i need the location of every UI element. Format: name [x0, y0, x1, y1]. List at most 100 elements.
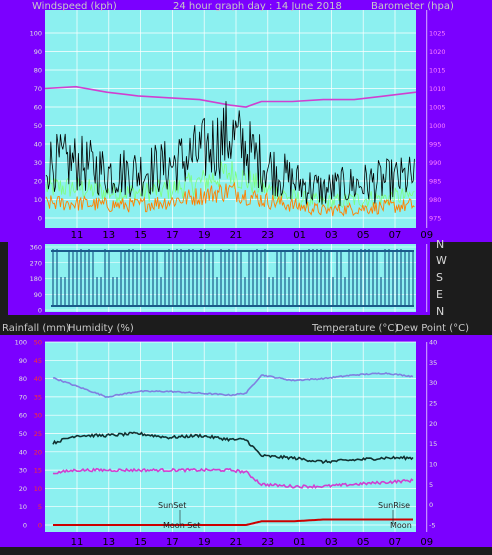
rainfall-y-tick-label: 20	[34, 448, 42, 456]
climate-x-tick-label: 13	[102, 537, 115, 548]
climate-x-tick-label: 21	[230, 537, 243, 548]
rainfall-axis-label: Rainfall (mm)	[2, 323, 70, 334]
humidity-y-tick-label: 90	[19, 357, 27, 365]
wind-x-tick-label: 05	[357, 230, 370, 241]
barometer-y-tick-label: 1005	[429, 104, 446, 112]
climate-x-tick-label: 15	[134, 537, 147, 548]
wind-y-tick-label: 90	[34, 48, 42, 56]
temperature-y-tick-label: 15	[429, 440, 437, 448]
temperature-y-tick-label: 30	[429, 379, 437, 387]
moonrise-label: Moon	[390, 521, 412, 530]
axis-ticks: 1111131315151717191921212323010103030505…	[15, 30, 446, 549]
temperature-axis-label: Temperature (°C)	[311, 323, 398, 334]
temperature-y-tick-label: 5	[429, 481, 433, 489]
sunset-label: SunSet	[158, 501, 186, 510]
compass-label: N	[436, 238, 444, 251]
climate-x-tick-label: 05	[357, 537, 370, 548]
humidity-y-tick-label: 20	[19, 485, 27, 493]
wind-x-tick-label: 15	[134, 230, 147, 241]
wind-x-tick-label: 07	[389, 230, 402, 241]
temperature-y-tick-label: -5	[429, 522, 435, 530]
wind-y-tick-label: 10	[34, 196, 42, 204]
wind-x-tick-label: 17	[166, 230, 179, 241]
rainfall-y-tick-label: 30	[34, 412, 42, 420]
climate-x-tick-label: 23	[261, 537, 274, 548]
barometer-y-tick-label: 1015	[429, 67, 446, 75]
wind-series	[44, 85, 417, 217]
wind-y-tick-label: 80	[34, 67, 42, 75]
temperature-y-tick-label: 35	[429, 359, 437, 367]
rainfall-y-tick-label: 40	[34, 375, 42, 383]
wind-y-tick-label: 50	[34, 122, 42, 130]
barometer-y-tick-label: 1020	[429, 48, 446, 56]
humidity-y-tick-label: 10	[19, 503, 27, 511]
compass-label: W	[436, 254, 447, 267]
barometer-y-tick-label: 990	[429, 159, 441, 167]
humidity-axis-label: Humidity (%)	[68, 323, 134, 334]
rainfall-y-tick-label: 5	[38, 503, 42, 511]
climate-x-tick-label: 11	[71, 537, 84, 548]
wind-y-tick-label: 40	[34, 141, 42, 149]
direction-y-tick-label: 360	[30, 244, 42, 252]
humidity-y-tick-label: 40	[19, 448, 27, 456]
direction-y-tick-label: 180	[30, 275, 42, 283]
rainfall-y-tick-label: 45	[34, 357, 42, 365]
humidity-y-tick-label: 100	[15, 339, 27, 347]
rainfall-y-tick-label: 0	[38, 522, 42, 530]
compass-label: N	[436, 305, 444, 318]
barometer-y-tick-label: 980	[429, 196, 441, 204]
wind-y-tick-label: 70	[34, 85, 42, 93]
wind-x-tick-label: 21	[230, 230, 243, 241]
barometer-y-tick-label: 975	[429, 215, 441, 223]
wind-axis-label: Windspeed (kph)	[32, 1, 117, 12]
graph-title: 24 hour graph day : 14 June 2018	[173, 1, 342, 12]
moonset-label: Moon Set	[163, 521, 200, 530]
wind-x-tick-label: 01	[293, 230, 306, 241]
direction-y-tick-label: 0	[38, 307, 42, 315]
compass-label: E	[436, 288, 443, 301]
humidity-y-tick-label: 0	[23, 522, 27, 530]
wind-y-tick-label: 100	[30, 30, 42, 38]
temperature-y-tick-label: 20	[429, 420, 437, 428]
humidity-line	[52, 371, 414, 398]
wind-average-line	[45, 181, 415, 217]
wind-panel	[45, 10, 416, 228]
rainfall-y-tick-label: 35	[34, 393, 42, 401]
direction-y-tick-label: 90	[34, 291, 42, 299]
compass-label: S	[436, 271, 443, 284]
wind-grid	[45, 10, 428, 228]
barometer-y-tick-label: 995	[429, 141, 441, 149]
humidity-y-tick-label: 60	[19, 412, 27, 420]
dewpoint-line	[52, 467, 414, 489]
rainfall-y-tick-label: 10	[34, 485, 42, 493]
temperature-line	[52, 431, 414, 465]
wind-y-tick-label: 30	[34, 159, 42, 167]
barometer-line	[44, 85, 417, 108]
temperature-y-tick-label: 25	[429, 400, 437, 408]
wind-y-tick-label: 60	[34, 104, 42, 112]
wind-x-tick-label: 13	[102, 230, 115, 241]
rainfall-y-tick-label: 15	[34, 467, 42, 475]
humidity-y-tick-label: 30	[19, 467, 27, 475]
barometer-y-tick-label: 985	[429, 178, 441, 186]
wind-x-tick-label: 19	[198, 230, 211, 241]
climate-x-tick-label: 17	[166, 537, 179, 548]
wind-y-tick-label: 0	[38, 215, 42, 223]
climate-x-tick-label: 09	[420, 537, 433, 548]
rainfall-y-tick-label: 50	[34, 339, 42, 347]
temperature-y-tick-label: 10	[429, 461, 437, 469]
wind-mid-line	[45, 161, 415, 210]
barometer-y-tick-label: 1025	[429, 30, 446, 38]
temperature-y-tick-label: 40	[429, 339, 437, 347]
wind-x-tick-label: 09	[420, 230, 433, 241]
climate-series	[52, 371, 414, 526]
climate-x-tick-label: 01	[293, 537, 306, 548]
rainfall-line	[53, 518, 413, 526]
direction-series	[51, 249, 414, 307]
climate-x-tick-label: 07	[389, 537, 402, 548]
climate-panel	[45, 342, 416, 532]
barometer-y-tick-label: 1000	[429, 122, 446, 130]
dewpoint-axis-label: Dew Point (°C)	[396, 323, 469, 334]
